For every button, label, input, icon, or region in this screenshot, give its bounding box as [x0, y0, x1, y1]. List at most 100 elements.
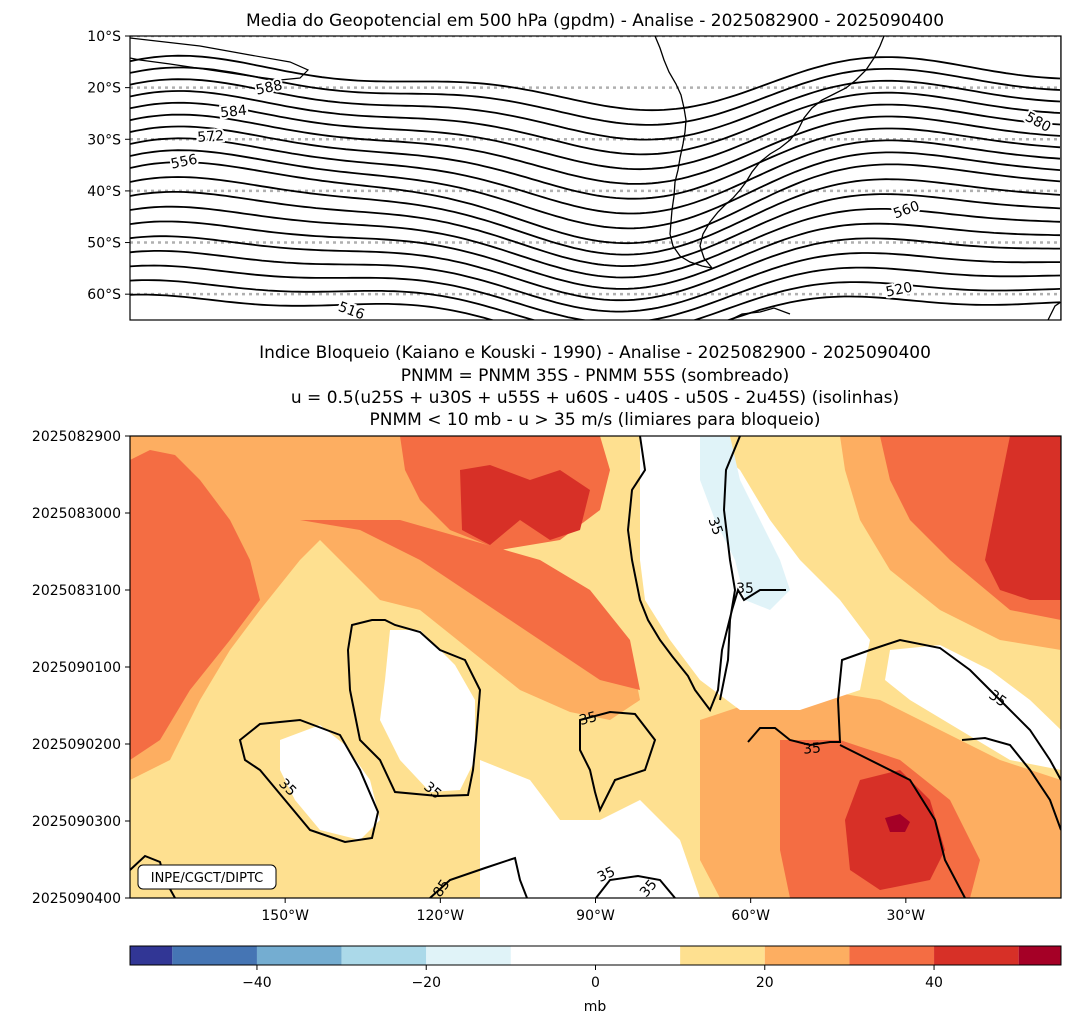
shade-white-right [885, 645, 1061, 770]
bottom-xtick-label: 60°W [731, 908, 770, 924]
colorbar-segment [341, 946, 427, 965]
bottom-title-line-3: u = 0.5(u25S + u30S + u55S + u60S - u40S… [291, 388, 899, 408]
colorbar-segment [680, 946, 765, 965]
contour-line [130, 279, 1061, 320]
contour-line [130, 205, 1061, 279]
shade-white-left-a [380, 630, 475, 792]
shade-red-orange-center [300, 520, 640, 690]
colorbar-segment [934, 946, 1019, 965]
geopotential-contours [130, 54, 1061, 320]
colorbar-tick-label: 0 [591, 975, 600, 991]
contour-line [130, 66, 1061, 126]
shade-red-top [460, 465, 590, 545]
bottom-x-axis: 150°W 120°W 90°W 60°W 30°W [261, 898, 925, 924]
colorbar-ticks: −40 −20 0 20 40 [242, 965, 943, 991]
colorbar-segment [849, 946, 935, 965]
bottom-ytick-label: 2025090400 [32, 891, 121, 907]
bottom-ytick-label: 2025083100 [32, 583, 121, 599]
top-ytick-label: 10°S [87, 29, 121, 45]
contour-line [130, 78, 1061, 141]
colorbar-segment [1018, 946, 1061, 965]
bottom-xtick-label: 120°W [417, 908, 465, 924]
colorbar-tick-label: 40 [925, 975, 943, 991]
bottom-title-line-4: PNMM < 10 mb - u > 35 m/s (limiares para… [370, 410, 821, 430]
isoline-left-lower [238, 718, 380, 844]
top-ytick-label: 60°S [87, 287, 121, 303]
contour-line [130, 125, 1061, 200]
contour-line [130, 250, 1060, 313]
isoline-label: 35 [803, 740, 822, 757]
bottom-xtick-label: 30°W [886, 908, 925, 924]
contour-line [130, 235, 1060, 302]
contour-line [130, 90, 1061, 156]
isoline-label: 85 [430, 877, 453, 901]
contour-line [130, 220, 1061, 290]
contour-line [130, 293, 1061, 320]
top-chart-title: Media do Geopotencial em 500 hPa (gpdm) … [246, 11, 944, 31]
shade-white-mid [480, 760, 700, 898]
isoline-right-lower [839, 736, 1061, 898]
colorbar-segment [595, 946, 681, 965]
bottom-ytick-label: 2025082900 [32, 429, 121, 445]
bottom-y-axis: 2025082900 2025083000 2025083100 2025090100… [32, 429, 130, 907]
latitude-gridlines [130, 36, 1061, 296]
contour-line [130, 161, 1061, 245]
isoline-label: 35 [595, 864, 618, 886]
colorbar-segment [172, 946, 257, 965]
shade-red-orange-left [130, 450, 260, 760]
credit-text: INPE/CGCT/DIPTC [151, 871, 263, 886]
isoline-label: 35 [736, 581, 754, 597]
colorbar-segment [764, 946, 850, 965]
isoline-label: 35 [578, 709, 599, 729]
shade-light-blue [700, 436, 790, 610]
bottom-ytick-label: 2025090100 [32, 660, 121, 676]
isoline-label: 35 [637, 877, 661, 901]
contour-line [130, 113, 1061, 185]
bottom-xtick-label: 150°W [261, 908, 309, 924]
contour-line [130, 176, 1061, 256]
contour-label: 584 [219, 103, 247, 122]
isoline-label: 35 [704, 515, 725, 537]
shade-orange-left [130, 436, 640, 780]
colorbar-label: mb [584, 999, 607, 1015]
isoline-right-loop [747, 638, 1061, 781]
contour-line [130, 264, 1061, 320]
bottom-title-line-1: Indice Bloqueio (Kaiano e Kouski - 1990)… [259, 343, 931, 363]
top-y-axis: 10°S 20°S 30°S 40°S 50°S 60°S [87, 29, 130, 303]
shade-dark-red-spot [885, 814, 910, 832]
contour-line [130, 101, 1061, 171]
isoline-left-loop [346, 619, 482, 798]
colorbar-tick-label: −20 [411, 975, 441, 991]
top-ytick-label: 50°S [87, 236, 121, 252]
shade-red-right [985, 436, 1061, 600]
colorbar-tick-label: −40 [242, 975, 272, 991]
colorbar-segment [256, 946, 342, 965]
bottom-xtick-label: 90°W [576, 908, 615, 924]
isoline-center-north [626, 436, 786, 713]
bottom-title-line-2: PNMM = PNMM 35S - PNMM 55S (sombreado) [401, 366, 790, 386]
contour-label: 572 [197, 128, 225, 146]
isoline-mid-loop [579, 710, 657, 813]
contour-line [130, 54, 1061, 112]
bottom-chart-title: Indice Bloqueio (Kaiano e Kouski - 1990)… [259, 343, 931, 430]
colorbar [130, 946, 1061, 965]
colorbar-tick-label: 20 [756, 975, 774, 991]
bottom-ytick-label: 2025090200 [32, 737, 121, 753]
south-america-coastline [654, 36, 885, 269]
top-ytick-label: 20°S [87, 81, 121, 97]
contour-line [130, 191, 1061, 268]
contour-line [130, 137, 1061, 215]
colorbar-segment [130, 946, 173, 965]
bottom-ytick-label: 2025090300 [32, 814, 121, 830]
north-africa-patch [130, 37, 310, 81]
contour-line [130, 149, 1061, 230]
top-ytick-label: 40°S [87, 184, 121, 200]
top-plot-frame [129, 35, 1062, 321]
top-ytick-label: 30°S [87, 132, 121, 148]
colorbar-segment [510, 946, 596, 965]
credit-badge: INPE/CGCT/DIPTC [137, 864, 277, 890]
bottom-ytick-label: 2025083000 [32, 506, 121, 522]
